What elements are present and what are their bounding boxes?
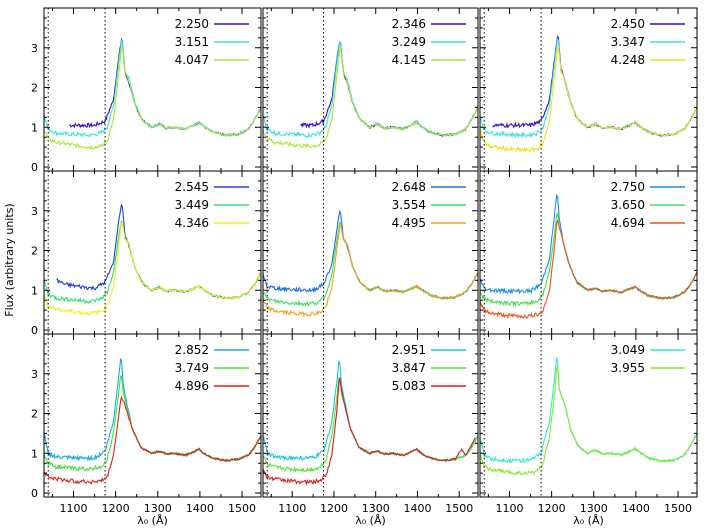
x-tick-label: 1300 bbox=[144, 502, 172, 515]
series-line-4.047 bbox=[43, 46, 262, 150]
legend-label: 4.896 bbox=[175, 379, 209, 393]
x-axis-labels: λ₀ (Å) λ₀ (Å) λ₀ (Å) bbox=[137, 514, 604, 527]
x-tick-label: 1300 bbox=[362, 502, 390, 515]
legend-label: 3.151 bbox=[175, 35, 209, 49]
panel-frame bbox=[43, 170, 262, 335]
x-tick-label: 1100 bbox=[278, 502, 306, 515]
legend-label: 3.650 bbox=[611, 198, 645, 212]
x-tick-label: 1500 bbox=[664, 502, 692, 515]
series-line-3.955 bbox=[479, 364, 697, 476]
panel-frame bbox=[479, 333, 698, 498]
legend-label: 4.248 bbox=[611, 53, 645, 67]
legend-label: 2.545 bbox=[175, 180, 209, 194]
legend-label: 3.049 bbox=[611, 343, 645, 357]
x-tick-label: 1400 bbox=[622, 502, 650, 515]
series-line-4.896 bbox=[43, 395, 262, 485]
legend-label: 2.250 bbox=[175, 17, 209, 31]
series-line-2.852 bbox=[43, 358, 262, 462]
series-line-2.450 bbox=[492, 35, 698, 137]
series-line-2.250 bbox=[69, 37, 262, 137]
panel-1: 0 1 2 3 2.250 3.151 4.047 bbox=[31, 7, 262, 174]
panel-3: 2.450 3.347 4.248 bbox=[479, 7, 698, 172]
y-tick-label: 3 bbox=[31, 42, 38, 55]
panel-4: 0 1 2 3 2.545 3.449 4.346 bbox=[31, 170, 262, 337]
x-tick-label: 1100 bbox=[59, 502, 87, 515]
panel-8: 1100 1200 1300 1400 1500 2.951 3.847 5.083 bbox=[262, 333, 479, 515]
panel-frame bbox=[479, 7, 698, 172]
legend-label: 2.648 bbox=[392, 180, 426, 194]
x-axis-label: λ₀ (Å) bbox=[137, 514, 168, 527]
x-tick-label: 1400 bbox=[403, 502, 431, 515]
legend-label: 2.450 bbox=[611, 17, 645, 31]
series-line-3.249 bbox=[262, 40, 479, 138]
legend-label: 2.852 bbox=[175, 343, 209, 357]
series-line-5.083 bbox=[262, 377, 476, 486]
legend-label: 3.249 bbox=[392, 35, 426, 49]
x-tick-label: 1400 bbox=[186, 502, 214, 515]
y-tick-label: 1 bbox=[31, 447, 38, 460]
panel-6: 2.750 3.650 4.694 bbox=[479, 170, 698, 335]
y-tick-label: 0 bbox=[31, 161, 38, 174]
series-line-2.545 bbox=[56, 204, 261, 300]
x-tick-label: 1200 bbox=[102, 502, 130, 515]
y-tick-label: 3 bbox=[31, 368, 38, 381]
series-line-3.650 bbox=[479, 212, 697, 308]
y-tick-label: 3 bbox=[31, 205, 38, 218]
y-tick-label: 0 bbox=[31, 324, 38, 337]
y-tick-label: 0 bbox=[31, 487, 38, 500]
series-line-4.694 bbox=[479, 219, 698, 320]
series-line-4.145 bbox=[262, 47, 479, 150]
legend-label: 3.749 bbox=[175, 361, 209, 375]
legend-label: 3.955 bbox=[611, 361, 645, 375]
y-tick-label: 1 bbox=[31, 284, 38, 297]
panel-frame bbox=[479, 170, 698, 335]
series-line-2.648 bbox=[262, 209, 479, 301]
panel-frame bbox=[262, 170, 479, 335]
x-tick-label: 1200 bbox=[538, 502, 566, 515]
legend-label: 2.951 bbox=[392, 343, 426, 357]
legend-label: 4.346 bbox=[175, 216, 209, 230]
x-axis-label: λ₀ (Å) bbox=[573, 514, 604, 527]
series-line-3.049 bbox=[479, 357, 698, 464]
y-tick-label: 2 bbox=[31, 408, 38, 421]
panel-5: 2.648 3.554 4.495 bbox=[262, 170, 479, 335]
legend-label: 4.145 bbox=[392, 53, 426, 67]
y-tick-label: 2 bbox=[31, 82, 38, 95]
series-line-2.951 bbox=[262, 360, 479, 462]
series-line-4.495 bbox=[262, 224, 478, 318]
panel-frame bbox=[43, 333, 262, 498]
legend-label: 3.347 bbox=[611, 35, 645, 49]
panels: 0 1 2 3 2.250 3.151 4.047 2.346 3.249 4.145 2.450 3… bbox=[31, 7, 698, 515]
panel-7: 0 1 2 3 1100 1200 1300 1400 1500 2.852 3.749 4.896 bbox=[31, 333, 262, 515]
panel-9: 1100 1200 1300 1400 1500 3.049 3.955 bbox=[479, 333, 698, 515]
legend-label: 4.495 bbox=[392, 216, 426, 230]
series-line-4.248 bbox=[479, 45, 697, 154]
legend-label: 3.449 bbox=[175, 198, 209, 212]
x-tick-label: 1300 bbox=[580, 502, 608, 515]
series-line-4.346 bbox=[43, 220, 262, 317]
legend-label: 3.847 bbox=[392, 361, 426, 375]
x-tick-label: 1200 bbox=[320, 502, 348, 515]
series-line-2.750 bbox=[479, 193, 698, 300]
y-axis-label: Flux (arbitrary units) bbox=[3, 203, 16, 316]
series-line-3.151 bbox=[43, 39, 261, 138]
legend-label: 3.554 bbox=[392, 198, 426, 212]
legend-label: 4.694 bbox=[611, 216, 645, 230]
series-line-3.749 bbox=[43, 375, 262, 472]
series-line-3.347 bbox=[479, 37, 697, 139]
x-tick-label: 1100 bbox=[495, 502, 523, 515]
legend-label: 2.346 bbox=[392, 17, 426, 31]
x-tick-label: 1500 bbox=[445, 502, 473, 515]
legend-label: 2.750 bbox=[611, 180, 645, 194]
x-axis-label: λ₀ (Å) bbox=[355, 514, 386, 527]
y-tick-label: 2 bbox=[31, 245, 38, 258]
x-tick-label: 1500 bbox=[228, 502, 256, 515]
legend-label: 4.047 bbox=[175, 53, 209, 67]
y-tick-label: 1 bbox=[31, 121, 38, 134]
legend-label: 5.083 bbox=[392, 379, 426, 393]
series-line-3.554 bbox=[262, 221, 479, 307]
panel-2: 2.346 3.249 4.145 bbox=[262, 7, 479, 172]
panel-frame bbox=[262, 333, 479, 498]
